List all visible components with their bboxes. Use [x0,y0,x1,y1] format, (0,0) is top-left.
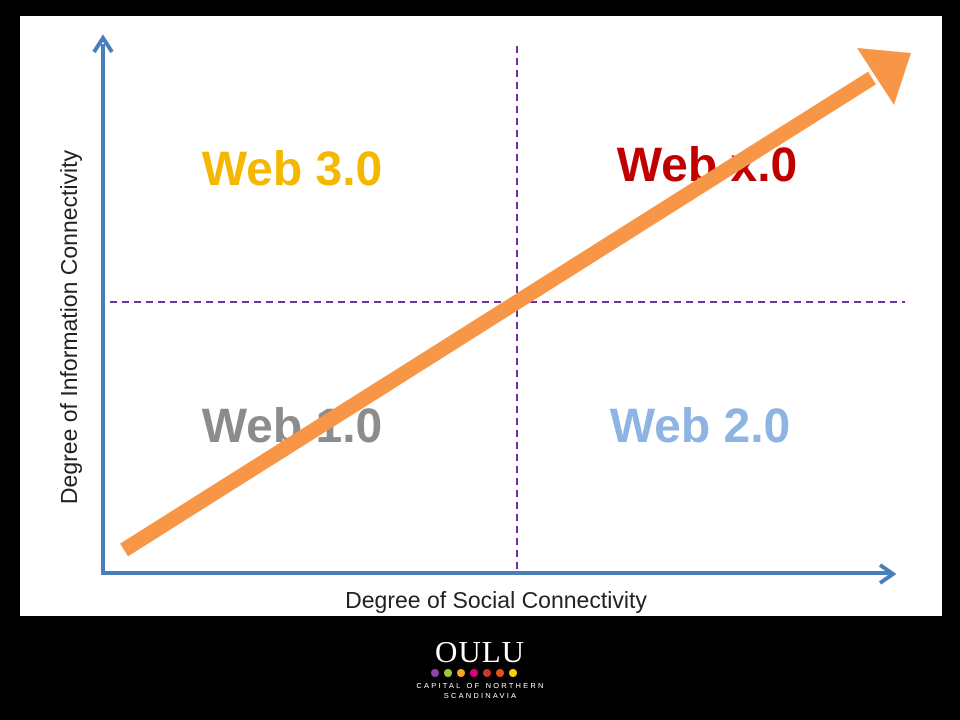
logo-dot [509,669,517,677]
logo-dot [483,669,491,677]
quadrant-label-web3: Web 3.0 [202,143,383,196]
x-axis-title: Degree of Social Connectivity [345,587,647,613]
y-axis-title: Degree of Information Connectivity [56,149,82,504]
y-axis-arrowhead [92,34,114,54]
logo-dot [444,669,452,677]
logo-dot [431,669,439,677]
x-axis-arrowhead [878,563,897,585]
logo-dot [457,669,465,677]
logo-tagline-line1: CAPITAL OF NORTHERN [416,681,545,690]
quadrant-label-web2: Web 2.0 [610,400,791,453]
progression-arrow-shaft [119,71,877,557]
logo-tagline-line2: SCANDINAVIA [444,691,519,700]
logo-dots [431,669,517,677]
logo-dot [496,669,504,677]
logo-dot [470,669,478,677]
oulu-logo: OULU CAPITAL OF NORTHERN SCANDINAVIA [416,634,545,700]
progression-arrowhead [857,48,911,105]
logo-wordmark: OULU [435,634,525,669]
